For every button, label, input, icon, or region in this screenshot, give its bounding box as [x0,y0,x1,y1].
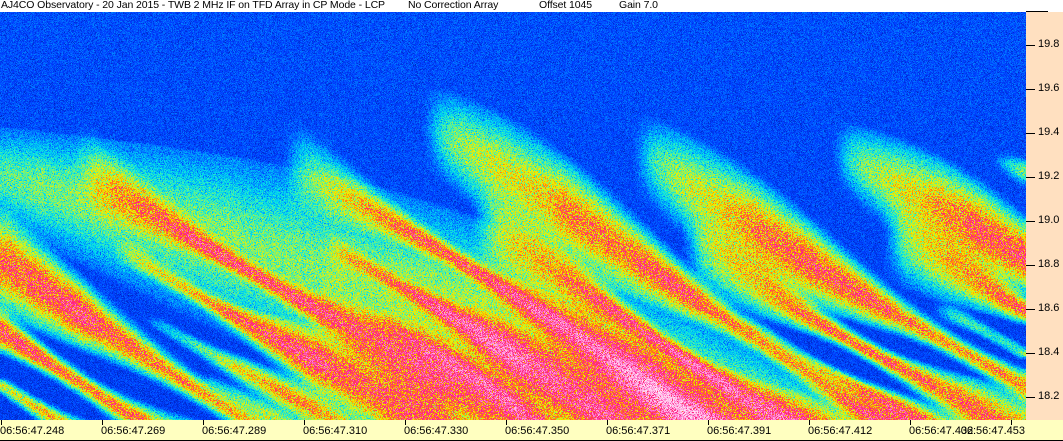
x-axis-tick [102,420,103,425]
dynamic-spectrum-canvas [0,12,1026,420]
x-axis-tick [607,420,608,425]
y-axis-tick-label: 19.2 [1038,170,1060,182]
x-axis-tick-label: 06:56:47.371 [606,425,671,437]
x-axis-tick [809,420,810,425]
x-axis-tick-label: 06:56:47.310 [303,425,368,437]
y-axis-tick [1026,265,1035,266]
x-axis-tick [1011,420,1012,425]
header-title: AJ4CO Observatory - 20 Jan 2015 - TWB 2 … [1,0,385,11]
x-axis-tick [1,420,2,425]
header-gain-label: Gain 7.0 [619,0,658,11]
y-axis-top-filler [1026,0,1063,12]
header-correction-label: No Correction Array [408,0,499,11]
y-axis-tick [1026,89,1035,90]
y-axis-tick [1026,221,1035,222]
x-axis-tick [910,420,911,425]
x-axis-tick-label: 06:56:47.453 [960,425,1025,437]
y-axis-tick [1026,177,1035,178]
y-axis-tick-label: 19.8 [1038,38,1060,50]
y-axis-tick [1026,397,1035,398]
y-axis-tick-label: 18.4 [1038,346,1060,358]
x-axis-tick-label: 06:56:47.289 [202,425,267,437]
x-axis-tick-label: 06:56:47.248 [0,425,65,437]
time-axis: 06:56:47.248 06:56:47.269 06:56:47.289 06:5… [0,420,1026,441]
spectrogram-plot-area [0,12,1026,420]
x-axis-tick-label: 06:56:47.391 [707,425,772,437]
x-axis-tick-label: 06:56:47.350 [505,425,570,437]
x-axis-tick [708,420,709,425]
x-axis-tick-label: 06:56:47.432 [909,425,974,437]
header-bar: AJ4CO Observatory - 20 Jan 2015 - TWB 2 … [0,0,1063,12]
y-axis-tick-label: 18.8 [1038,258,1060,270]
y-axis-tick-label: 19.0 [1038,214,1060,226]
x-axis-tick [405,420,406,425]
y-axis-tick-label: 18.6 [1038,302,1060,314]
x-axis-tick-label: 06:56:47.269 [101,425,166,437]
y-axis-tick-label: 18.2 [1038,390,1060,402]
y-axis-tick-label: 19.4 [1038,126,1060,138]
y-axis-tick-label: 19.6 [1038,82,1060,94]
x-axis-tick-label: 06:56:47.330 [404,425,469,437]
header-offset-label: Offset 1045 [539,0,592,11]
y-axis-tick [1026,353,1035,354]
x-axis-tick-label: 06:56:47.412 [808,425,873,437]
axis-corner-filler [1026,420,1063,441]
y-axis-tick [1026,133,1035,134]
x-axis-tick [506,420,507,425]
y-axis-tick [1026,309,1035,310]
y-axis-tick [1026,45,1035,46]
x-axis-tick [203,420,204,425]
x-axis-tick [304,420,305,425]
y-axis-top-tick [1026,11,1048,13]
frequency-axis: 19.8 19.6 19.4 19.2 19.0 18.8 18.6 18.4 18.2 [1026,12,1063,420]
